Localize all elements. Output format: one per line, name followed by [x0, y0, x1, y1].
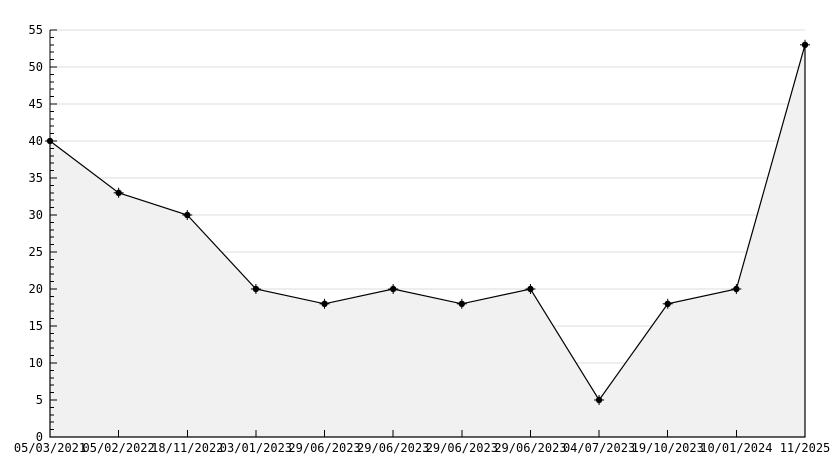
- x-tick-label: 10/01/2024: [700, 441, 772, 455]
- y-tick-label: 35: [29, 171, 43, 185]
- x-tick-label: 03/01/2023: [220, 441, 292, 455]
- data-point-marker: [321, 300, 328, 307]
- y-tick-label: 55: [29, 23, 43, 37]
- data-point-marker: [115, 189, 122, 196]
- y-tick-label: 10: [29, 356, 43, 370]
- x-tick-labels: 05/03/202105/02/202218/11/202203/01/2023…: [14, 441, 830, 455]
- y-tick-label: 25: [29, 245, 43, 259]
- axes: [49, 29, 806, 438]
- data-point-marker: [595, 396, 603, 404]
- data-point-marker: [801, 41, 809, 48]
- x-tick-label: 29/06/2023: [426, 441, 498, 455]
- x-tick-label: 04/07/2023: [563, 441, 635, 455]
- x-tick-label: 29/06/2023: [494, 441, 566, 455]
- data-point-marker: [46, 137, 54, 145]
- data-point-marker: [252, 285, 260, 293]
- x-tick-label: 05/03/2021: [14, 441, 86, 455]
- data-point-marker: [389, 285, 397, 293]
- data-point-marker: [184, 211, 191, 219]
- x-tick-label: 18/11/2022: [151, 441, 223, 455]
- y-tick-label: 30: [29, 208, 43, 222]
- y-tick-label: 0: [36, 430, 43, 444]
- x-tick-label: 29/06/2023: [288, 441, 360, 455]
- data-point-marker: [527, 285, 534, 293]
- y-tick-label: 15: [29, 319, 43, 333]
- markers: [45, 39, 810, 405]
- y-tick-label: 5: [36, 393, 43, 407]
- x-tick-label: 19/10/2023: [632, 441, 704, 455]
- x-tick-label: 29/06/2023: [357, 441, 429, 455]
- y-tick-label: 50: [29, 60, 43, 74]
- data-point-marker: [458, 300, 466, 307]
- data-point-marker: [664, 300, 671, 307]
- y-tick-label: 20: [29, 282, 43, 296]
- x-tick-label: 05/02/2022: [83, 441, 155, 455]
- y-tick-label: 40: [29, 134, 43, 148]
- data-point-marker: [733, 285, 740, 293]
- x-tick-label: 11/2025: [780, 441, 831, 455]
- y-tick-label: 45: [29, 97, 43, 111]
- y-tick-labels: 0 5 10 15 20 25 30 35 40 45 50 55: [29, 23, 43, 444]
